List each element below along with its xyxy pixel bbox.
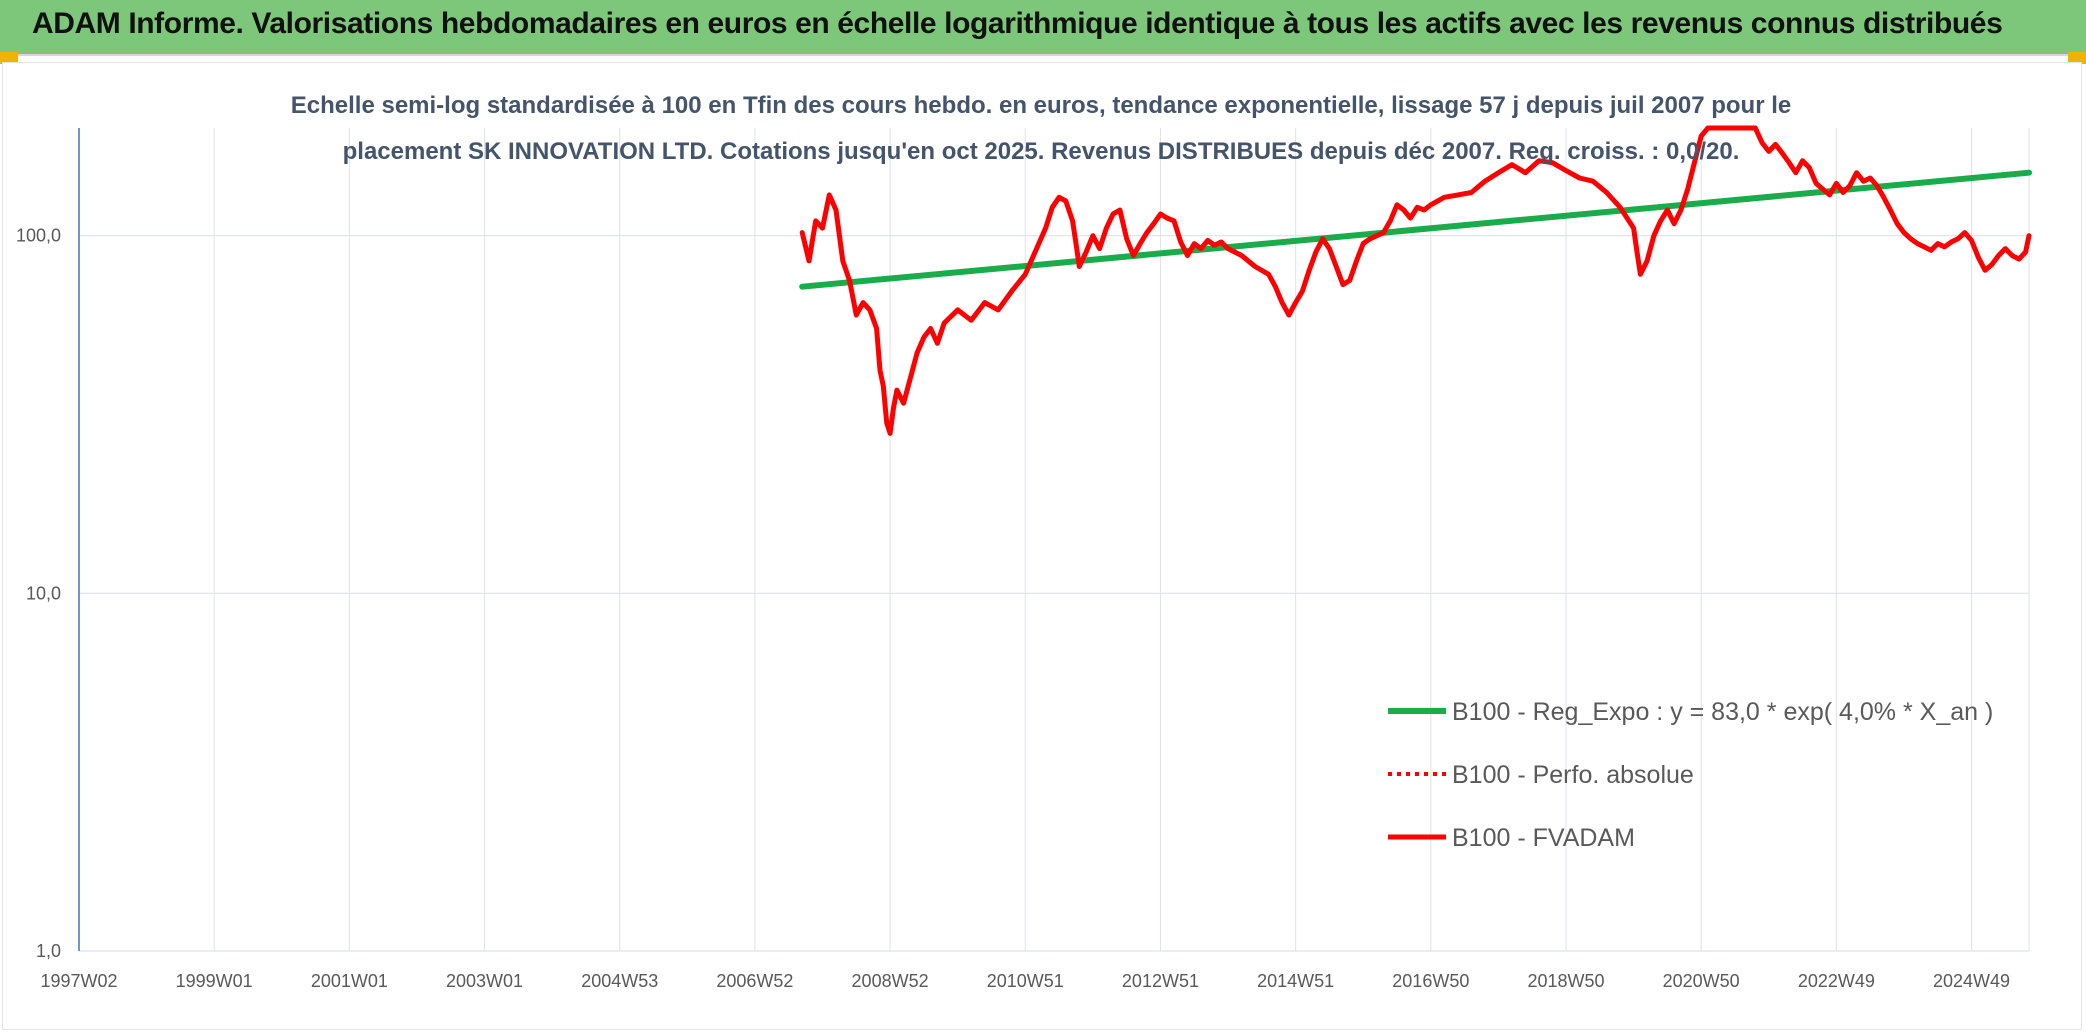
axes: 1997W02 1999W01 2001W01 2003W01 2004W53 2006W… [16, 128, 2010, 991]
chart-title-line-1: Echelle semi-log standardisée à 100 en T… [291, 92, 1792, 119]
y-tick-label: 10,0 [26, 583, 61, 603]
x-tick-label: 2008W52 [852, 971, 929, 991]
x-tick-label: 2020W50 [1663, 971, 1740, 991]
chart-svg: 1997W02 1999W01 2001W01 2003W01 2004W53 2006W… [16, 92, 2032, 991]
report-title: ADAM Informe. Valorisations hebdomadaire… [32, 7, 2003, 40]
corner-accent-left [0, 52, 18, 64]
plot-series [799, 125, 2032, 436]
report-header: ADAM Informe. Valorisations hebdomadaire… [0, 0, 2086, 56]
chart-title: Echelle semi-log standardisée à 100 en T… [291, 92, 1792, 165]
x-tick-label: 2024W49 [1933, 971, 2010, 991]
gridlines [79, 128, 2030, 952]
x-tick-label: 2010W51 [987, 971, 1064, 991]
x-tick-label: 2012W51 [1122, 971, 1199, 991]
x-tick-label: 2014W51 [1257, 971, 1334, 991]
x-tick-label: 2022W49 [1798, 971, 1875, 991]
legend-label-perfo: B100 - Perfo. absolue [1452, 761, 1694, 789]
x-tick-label: 2018W50 [1527, 971, 1604, 991]
x-tick-label: 2003W01 [446, 971, 523, 991]
legend-label-fvadam: B100 - FVADAM [1452, 824, 1635, 852]
series-line-fvadam [799, 125, 2032, 436]
x-tick-label: 1999W01 [176, 971, 253, 991]
chart-legend: B100 - Reg_Expo : y = 83,0 * exp( 4,0% *… [1388, 698, 1993, 852]
x-tick-label: 2004W53 [581, 971, 658, 991]
x-tick-label: 2016W50 [1392, 971, 1469, 991]
x-tick-label: 1997W02 [40, 971, 117, 991]
legend-label-reg: B100 - Reg_Expo : y = 83,0 * exp( 4,0% *… [1452, 698, 1993, 726]
y-tick-label: 1,0 [36, 941, 61, 961]
corner-accent-right [2068, 52, 2086, 64]
chart-area: 1997W02 1999W01 2001W01 2003W01 2004W53 2006W… [2, 62, 2082, 1030]
x-tick-label: 2006W52 [716, 971, 793, 991]
x-tick-label: 2001W01 [311, 971, 388, 991]
chart-title-line-2: placement SK INNOVATION LTD. Cotations j… [343, 138, 1740, 165]
y-tick-label: 100,0 [16, 226, 61, 246]
